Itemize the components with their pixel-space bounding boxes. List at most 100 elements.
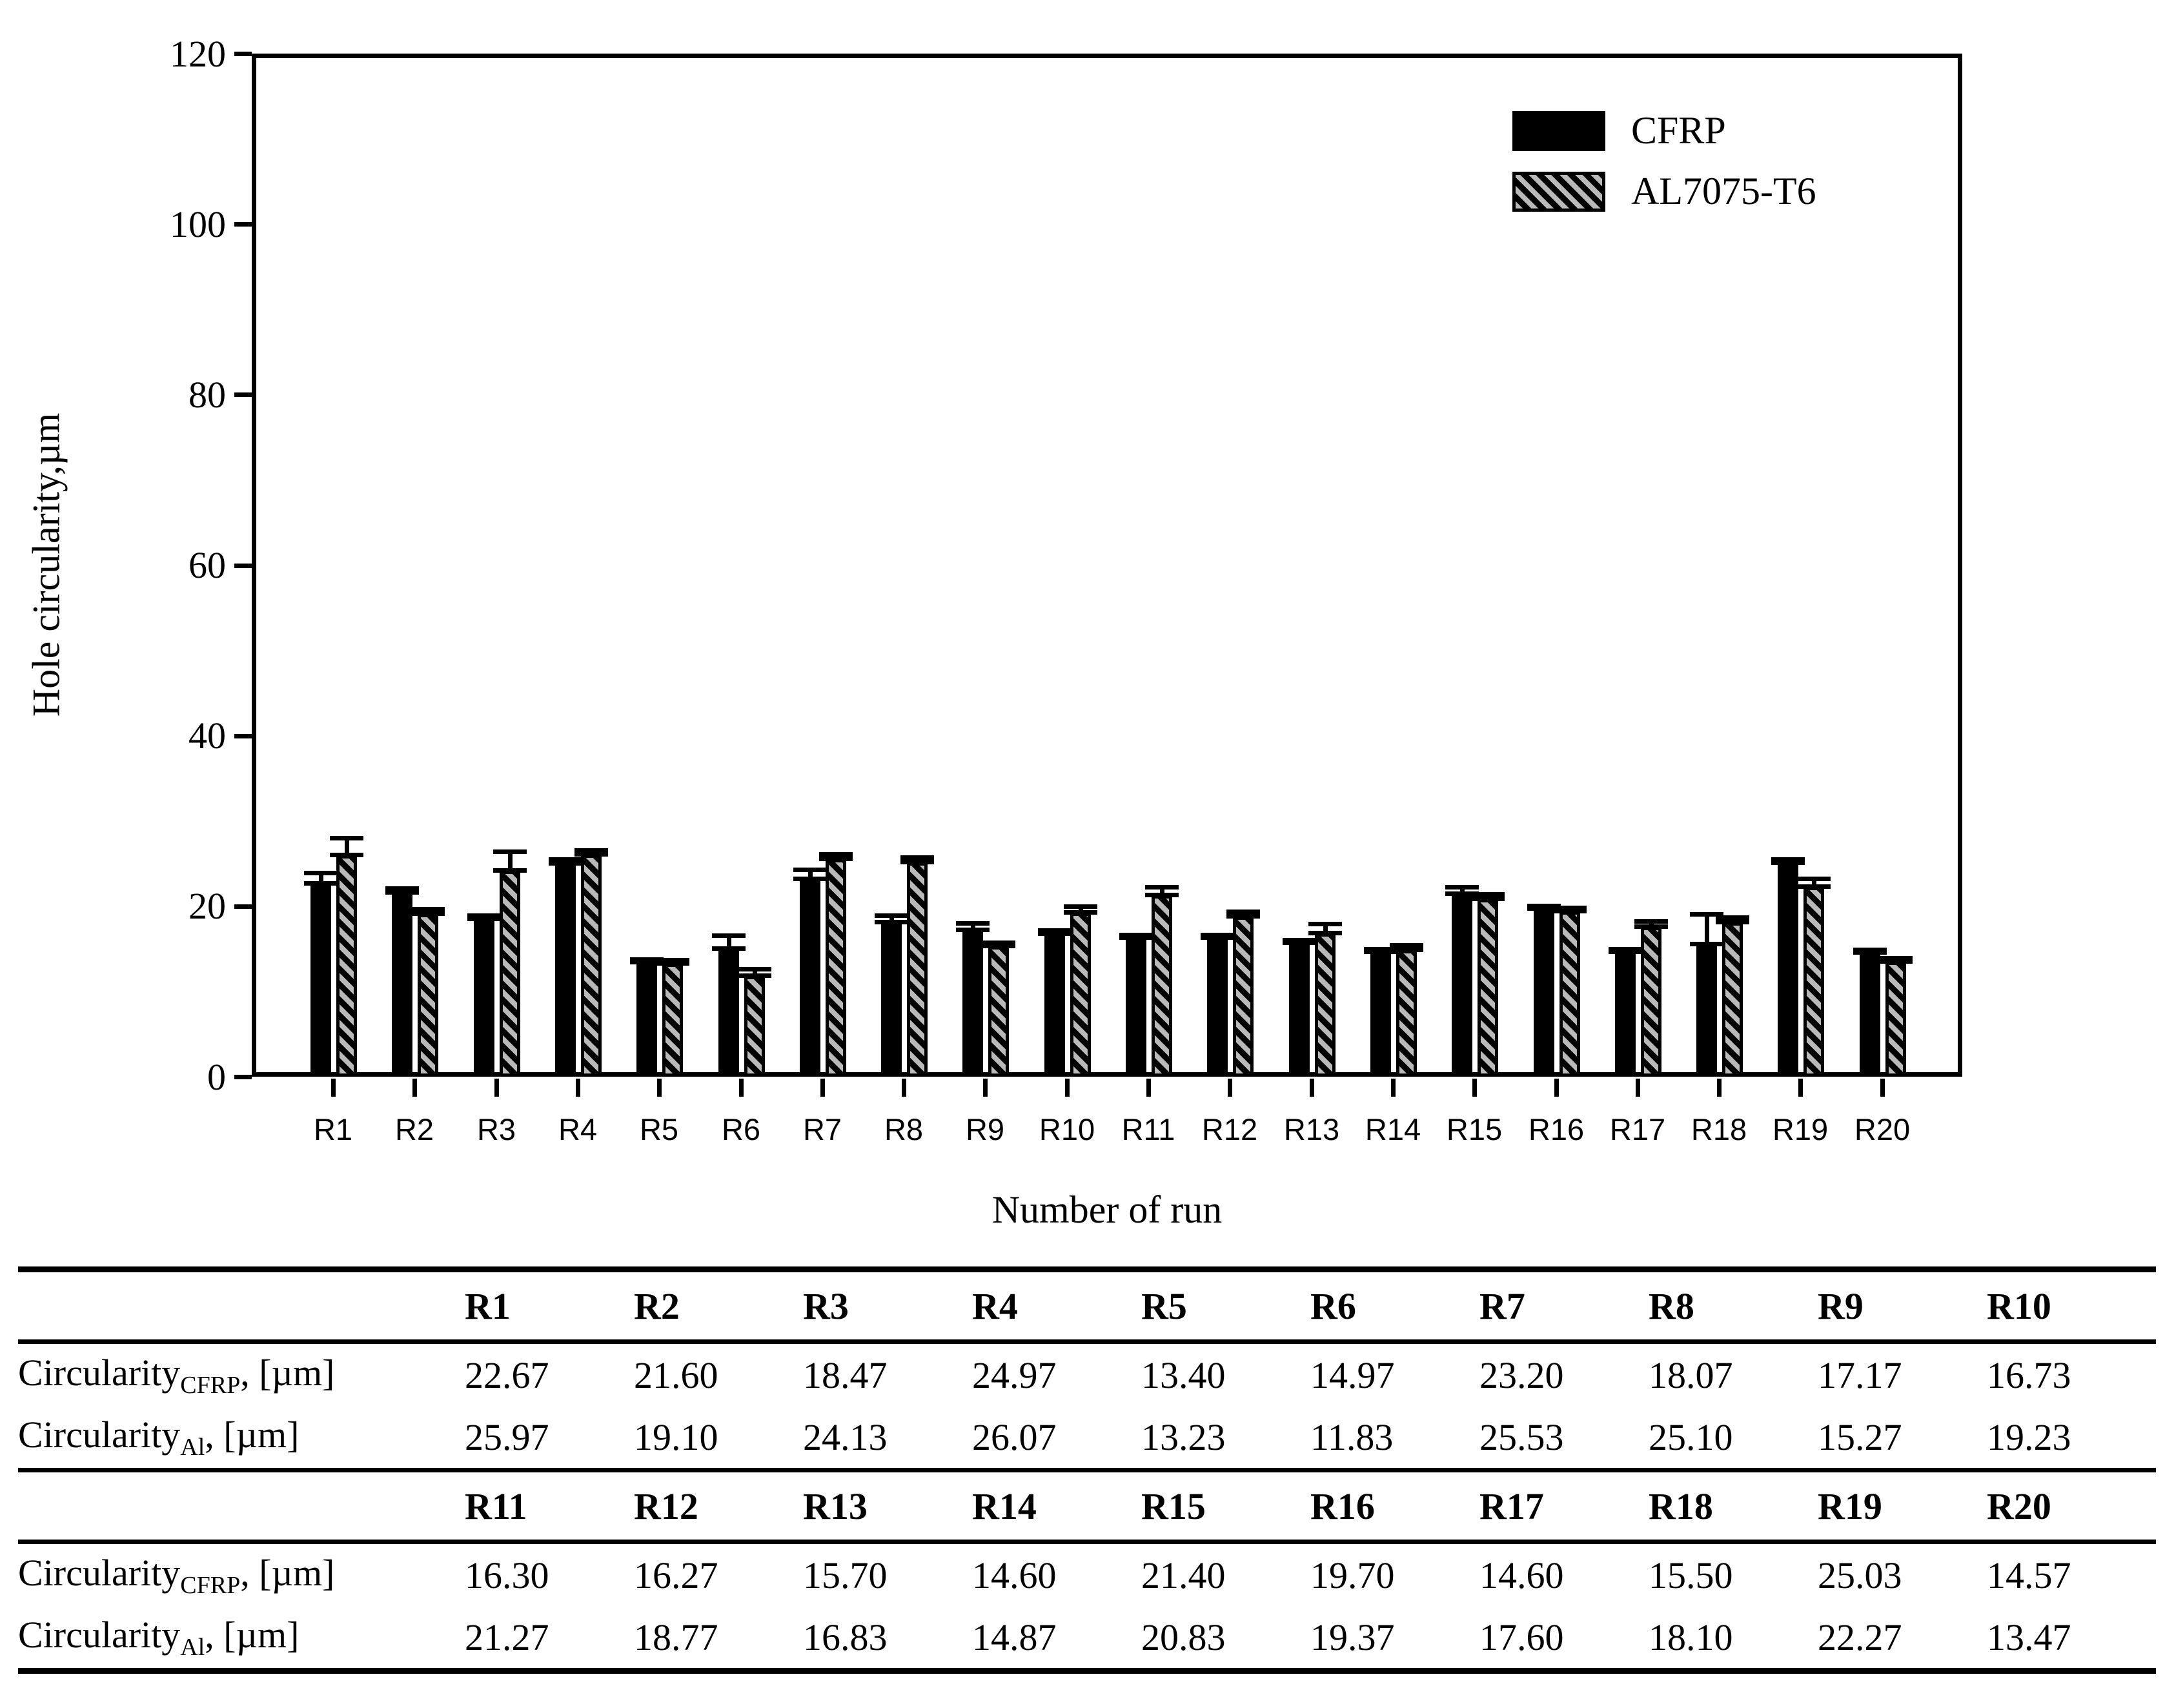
error-cap-mean-R2 bbox=[411, 911, 445, 916]
x-tick-mark bbox=[494, 1079, 499, 1097]
error-whisker-R1 bbox=[345, 838, 349, 855]
bar-al-R10 bbox=[1070, 913, 1091, 1077]
y-tick-mark bbox=[234, 222, 252, 227]
y-tick-mark bbox=[234, 392, 252, 398]
bar-cfrp-R13 bbox=[1289, 942, 1310, 1077]
legend-swatch-cfrp-icon bbox=[1512, 110, 1605, 151]
bar-al-R13 bbox=[1315, 933, 1336, 1077]
error-cap-mean-R7 bbox=[793, 876, 827, 881]
legend-entry-cfrp: CFRP bbox=[1512, 108, 1726, 153]
bar-cfrp-R9 bbox=[962, 930, 983, 1077]
error-cap-mean-R17 bbox=[1609, 950, 1642, 955]
y-tick-mark bbox=[234, 563, 252, 568]
error-cap-mean-R5 bbox=[630, 960, 664, 964]
error-cap-top-R4 bbox=[549, 857, 582, 862]
error-cap-top-R16 bbox=[1527, 903, 1561, 908]
error-cap-mean-R9 bbox=[956, 928, 990, 933]
table-col-header-R7: R7 bbox=[1479, 1266, 1649, 1344]
x-tick-label-R16: R16 bbox=[1528, 1112, 1585, 1146]
row-label-circularity-cfrp: CircularityCFRP, [µm] bbox=[18, 1551, 335, 1599]
table-col-header-R15: R15 bbox=[1141, 1470, 1310, 1544]
error-cap-mean-R15 bbox=[1445, 891, 1479, 897]
error-cap-top-R8 bbox=[875, 913, 908, 918]
error-cap-mean-R5 bbox=[656, 961, 689, 966]
bar-al-R1 bbox=[336, 855, 357, 1077]
table-header-row: R11 R12 R13 R14 R15 R16 R17 R18 R19 R20 bbox=[18, 1470, 2156, 1544]
error-cap-top-R20 bbox=[1879, 955, 1913, 961]
error-cap-mean-R2 bbox=[385, 890, 419, 895]
y-tick-mark bbox=[234, 1075, 252, 1079]
bar-al-R20 bbox=[1885, 962, 1906, 1077]
y-tick-label: 40 bbox=[188, 715, 226, 757]
error-whisker-R15 bbox=[1460, 887, 1465, 895]
x-tick-label-R12: R12 bbox=[1201, 1112, 1258, 1146]
bar-cfrp-R12 bbox=[1207, 938, 1228, 1077]
value-cfrp-R11: 16.30 bbox=[465, 1554, 549, 1596]
error-cap-top-R20 bbox=[1853, 947, 1887, 952]
value-al-R10: 19.23 bbox=[1987, 1406, 2156, 1472]
table-col-header-R9: R9 bbox=[1818, 1266, 1987, 1344]
error-cap-mean-R13 bbox=[1308, 930, 1342, 935]
error-cap-mean-R14 bbox=[1390, 947, 1423, 952]
bar-cfrp-R8 bbox=[881, 922, 902, 1077]
bar-al-R4 bbox=[581, 854, 602, 1077]
bar-al-R2 bbox=[418, 913, 438, 1077]
x-tick-mark bbox=[820, 1079, 825, 1097]
bar-al-R11 bbox=[1152, 895, 1172, 1077]
row-label-circularity-cfrp: CircularityCFRP, [µm] bbox=[18, 1351, 335, 1399]
x-tick-label-R2: R2 bbox=[394, 1112, 434, 1146]
error-whisker-R3 bbox=[508, 852, 513, 871]
error-cap-top-R7 bbox=[819, 852, 853, 857]
error-cap-mean-R10 bbox=[1038, 931, 1072, 937]
x-tick-label-R20: R20 bbox=[1854, 1112, 1911, 1146]
bar-cfrp-R20 bbox=[1860, 952, 1880, 1077]
value-al-R3: 24.13 bbox=[803, 1406, 972, 1472]
error-cap-mean-R4 bbox=[549, 861, 582, 866]
bar-al-R12 bbox=[1233, 917, 1254, 1077]
x-tick-mark bbox=[1554, 1079, 1559, 1097]
table-corner-cell bbox=[18, 1266, 465, 1344]
x-tick-mark bbox=[1146, 1079, 1151, 1097]
error-cap-top-R14 bbox=[1364, 947, 1397, 952]
error-cap-mean-R6 bbox=[738, 973, 771, 978]
legend-label-al7075: AL7075-T6 bbox=[1631, 170, 1816, 212]
value-cfrp-R17: 14.60 bbox=[1479, 1554, 1564, 1596]
error-cap-top-R5 bbox=[656, 957, 689, 962]
table-corner-cell bbox=[18, 1470, 465, 1544]
value-cfrp-R5: 13.40 bbox=[1141, 1354, 1226, 1396]
error-cap-top-R4 bbox=[574, 848, 608, 853]
x-tick-label-R9: R9 bbox=[965, 1112, 1005, 1146]
table-row-circularity-al: CircularityAl, [µm] 21.27 18.77 16.83 14.87 2… bbox=[18, 1606, 2156, 1674]
error-cap-mean-R12 bbox=[1201, 935, 1234, 940]
legend-swatch-al7075-icon bbox=[1512, 171, 1605, 212]
value-cfrp-R9: 17.17 bbox=[1818, 1354, 1902, 1396]
table-row-circularity-cfrp: CircularityCFRP, [µm] 16.30 16.27 15.70 14.6… bbox=[18, 1542, 2156, 1607]
x-tick-mark bbox=[1228, 1079, 1232, 1097]
row-label-subscript: Al bbox=[180, 1433, 205, 1461]
value-al-R4: 26.07 bbox=[972, 1406, 1141, 1472]
error-whisker-R19 bbox=[1812, 879, 1816, 887]
value-al-R12: 18.77 bbox=[634, 1606, 803, 1674]
error-cap-mean-R1 bbox=[304, 880, 338, 886]
error-cap-mean-R19 bbox=[1797, 884, 1831, 889]
error-cap-top-R18 bbox=[1690, 912, 1723, 917]
y-tick-mark bbox=[234, 733, 252, 738]
value-cfrp-R1: 22.67 bbox=[465, 1354, 549, 1396]
bar-cfrp-R3 bbox=[474, 919, 494, 1077]
value-al-R6: 11.83 bbox=[1310, 1406, 1479, 1472]
value-al-R17: 17.60 bbox=[1479, 1606, 1649, 1674]
error-whisker-R7 bbox=[808, 870, 813, 879]
bar-cfrp-R17 bbox=[1615, 952, 1636, 1077]
value-cfrp-R19: 25.03 bbox=[1818, 1554, 1902, 1596]
error-cap-top-R11 bbox=[1145, 885, 1179, 890]
error-cap-top-R10 bbox=[1038, 928, 1072, 933]
error-cap-mean-R16 bbox=[1527, 906, 1561, 911]
x-tick-mark bbox=[1472, 1079, 1477, 1097]
error-cap-mean-R6 bbox=[712, 946, 746, 951]
value-cfrp-R16: 19.70 bbox=[1310, 1554, 1395, 1596]
error-cap-mean-R16 bbox=[1553, 909, 1587, 914]
value-cfrp-R20: 14.57 bbox=[1987, 1554, 2071, 1596]
table-col-header-R18: R18 bbox=[1649, 1470, 1818, 1544]
x-tick-mark bbox=[1636, 1079, 1640, 1097]
